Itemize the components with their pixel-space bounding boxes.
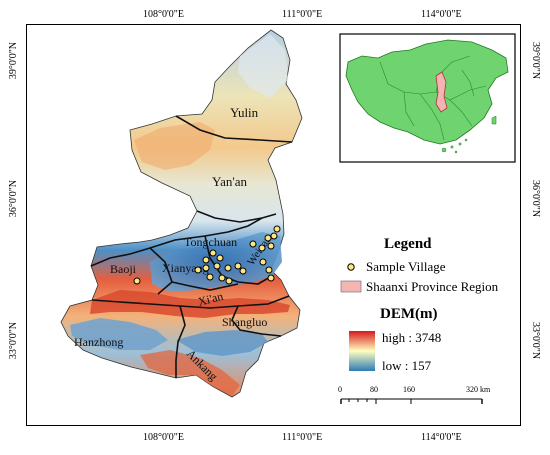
region-label-yulin: Yulin: [230, 105, 259, 120]
coord-right-33: 33°0'0"N: [530, 322, 541, 360]
loess-patch-north: [237, 33, 288, 98]
sample-village-marker: [206, 273, 213, 280]
legend-dem-ramp: [348, 330, 375, 371]
coord-left-33: 33°0'0"N: [8, 322, 19, 360]
map-svg: Yulin Yan'an Tongchuan Weinan Baoji Xian…: [60, 29, 516, 404]
sample-village-marker: [267, 242, 274, 249]
legend-province-swatch: [340, 280, 361, 292]
sample-village-marker: [239, 267, 246, 274]
inset-islands: [441, 115, 496, 153]
loess-patch: [133, 121, 215, 170]
scale-label-320: 320 km: [466, 385, 491, 394]
sample-village-marker: [225, 277, 232, 284]
inset-china-shape: [345, 39, 508, 144]
daba-ridge: [139, 349, 240, 396]
coord-right-39: 39°0'0"N: [530, 42, 541, 80]
legend-village-symbol: [346, 262, 355, 271]
sample-village-marker: [249, 240, 256, 247]
coord-top-111: 111°0'0"E: [282, 9, 323, 20]
legend-title: Legend: [384, 236, 432, 252]
region-label-xian: Xi'an: [196, 288, 224, 308]
coord-top-114: 114°0'0"E: [421, 9, 462, 20]
sample-village-marker: [273, 225, 280, 232]
sample-village-marker: [224, 264, 231, 271]
region-label-baoji: Baoji: [110, 262, 137, 276]
sample-village-marker: [218, 274, 225, 281]
sample-village-marker: [213, 262, 220, 269]
sample-village-marker: [194, 266, 201, 273]
region-label-xianyang: Xianyang: [162, 261, 209, 275]
inset-shaanxi-highlight: [435, 70, 447, 113]
legend-dem-title: DEM(m): [380, 306, 437, 322]
coord-left-39: 39°0'0"N: [8, 42, 19, 80]
scale-label-0: 0: [338, 385, 342, 394]
sample-village-marker: [209, 249, 216, 256]
sample-villages: [133, 225, 280, 284]
sample-village-marker: [267, 274, 274, 281]
sample-village-marker: [202, 264, 209, 271]
ankang-valley: [175, 329, 268, 356]
coord-left-36: 36°0'0"N: [8, 180, 19, 218]
inset-province-lines: [379, 55, 486, 140]
coord-bottom-108: 108°0'0"E: [143, 432, 184, 443]
legend-dem-high: high : 3748: [382, 330, 441, 345]
sample-village-marker: [258, 244, 265, 251]
hanzhong-basin: [69, 317, 168, 350]
coord-bottom-114: 114°0'0"E: [421, 432, 462, 443]
scale-label-80: 80: [370, 385, 378, 394]
sample-village-marker: [259, 258, 266, 265]
legend-dem-low: low : 157: [382, 358, 432, 373]
sample-village-marker: [265, 266, 272, 273]
map-frame: Yulin Yan'an Tongchuan Weinan Baoji Xian…: [26, 24, 521, 426]
scale-bar: [339, 398, 483, 404]
sample-village-marker: [133, 277, 140, 284]
legend-village-label: Sample Village: [366, 259, 446, 274]
guanzhong-lowland: [149, 231, 282, 292]
sample-village-marker: [202, 256, 209, 263]
scale-label-160: 160: [403, 385, 415, 394]
coord-right-36: 36°0'0"N: [530, 180, 541, 218]
coord-top-108: 108°0'0"E: [143, 9, 184, 20]
sample-village-marker: [234, 262, 241, 269]
region-label-shangluo: Shangluo: [222, 315, 267, 329]
qinling-ridge: [89, 289, 290, 318]
coord-bottom-111: 111°0'0"E: [282, 432, 323, 443]
legend-province-label: Shaanxi Province Region: [366, 279, 499, 294]
region-label-yanan: Yan'an: [212, 174, 247, 189]
sample-village-marker: [270, 232, 277, 239]
sample-village-marker: [216, 254, 223, 261]
region-label-hanzhong: Hanzhong: [74, 335, 123, 349]
sample-village-marker: [264, 234, 271, 241]
region-label-tongchuan: Tongchuan: [184, 235, 237, 249]
